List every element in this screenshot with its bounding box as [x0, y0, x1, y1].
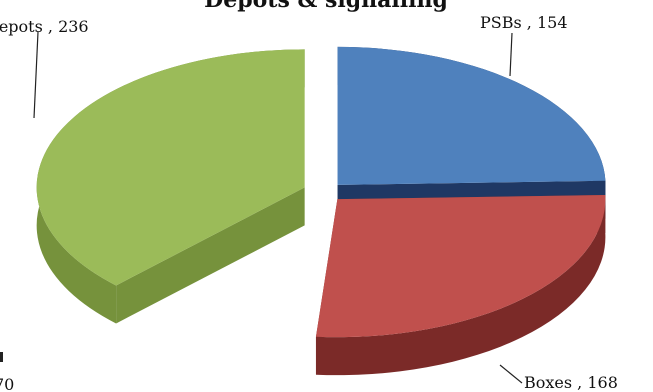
- label-70-marker: [0, 352, 3, 362]
- leader-line-boxes: [499, 364, 523, 384]
- chart-title: Depots & signalling: [204, 0, 448, 13]
- slice-depots: [36, 49, 305, 286]
- label-depots: Depots , 236: [0, 17, 89, 36]
- slice-wall-depots-0: [116, 187, 305, 324]
- slice-labels: Depots , 236 PSBs , 154 Boxes , 168 70: [0, 13, 618, 392]
- slice-boxes: [315, 195, 606, 338]
- leader-line-depots: [33, 31, 39, 119]
- pie-slices: [36, 46, 606, 376]
- label-boxes: Boxes , 168: [524, 373, 618, 392]
- slice-psbs: [337, 46, 606, 185]
- label-70: 70: [0, 375, 14, 392]
- label-psbs: PSBs , 154: [480, 13, 568, 32]
- leader-line-psbs: [509, 32, 513, 77]
- slice-side-boxes: [315, 195, 606, 376]
